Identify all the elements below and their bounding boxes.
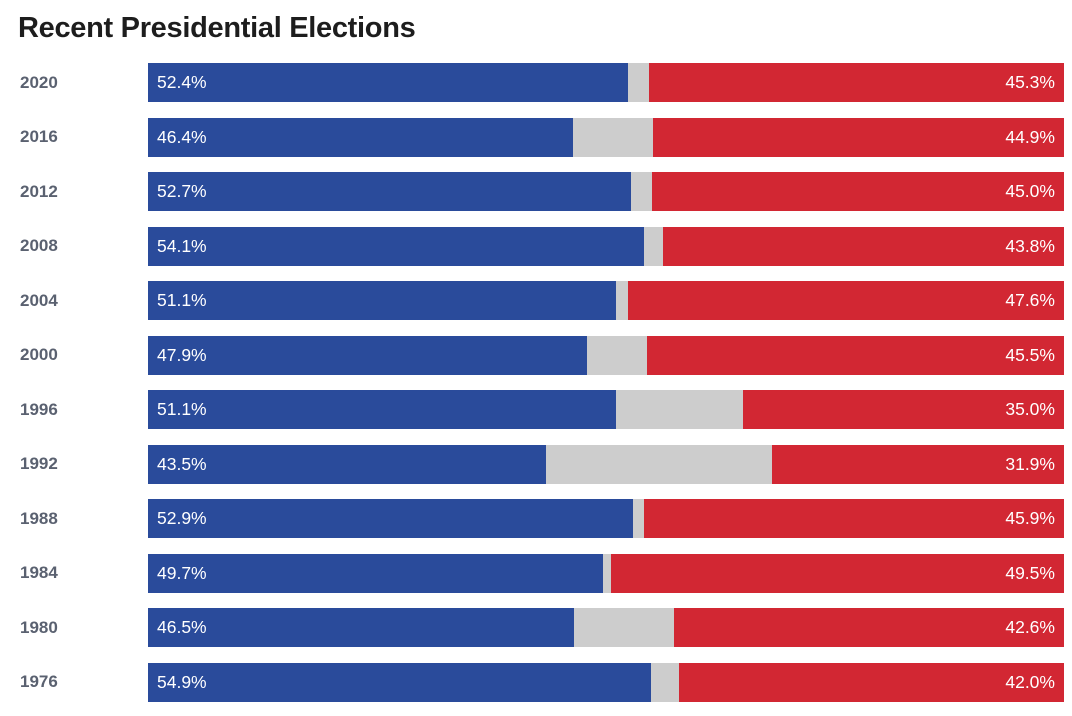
year-label: 2012: [20, 181, 58, 201]
republican-value-label: 45.5%: [1005, 344, 1055, 365]
democrat-segment: 52.7%: [148, 172, 631, 212]
year-label: 1976: [20, 672, 58, 692]
other-segment: [616, 390, 744, 430]
other-segment: [573, 608, 674, 648]
other-segment: [546, 444, 772, 484]
stacked-bar: 54.1% 43.8%: [148, 226, 1064, 266]
bar-rows: 2020 52.4% 45.3% 2016 46.4% 44.9% 2012 5…: [0, 63, 1072, 702]
democrat-segment: 51.1%: [148, 281, 617, 321]
year-label: 2020: [20, 72, 58, 92]
stacked-bar: 51.1% 47.6%: [148, 281, 1064, 321]
republican-value-label: 43.8%: [1005, 235, 1055, 256]
stacked-bar: 51.1% 35.0%: [148, 390, 1064, 430]
democrat-value-label: 51.1%: [157, 399, 207, 420]
republican-value-label: 42.6%: [1005, 617, 1055, 638]
election-row: 1988 52.9% 45.9%: [0, 499, 1072, 539]
year-label: 1980: [20, 617, 58, 637]
election-row: 2008 54.1% 43.8%: [0, 226, 1072, 266]
year-label: 1992: [20, 454, 58, 474]
year-label: 1988: [20, 508, 58, 528]
democrat-segment: 46.5%: [148, 608, 574, 648]
democrat-segment: 49.7%: [148, 553, 604, 593]
democrat-value-label: 47.9%: [157, 344, 207, 365]
republican-value-label: 45.0%: [1005, 181, 1055, 202]
democrat-segment: 52.9%: [148, 499, 633, 539]
republican-value-label: 35.0%: [1005, 399, 1055, 420]
stacked-bar: 54.9% 42.0%: [148, 662, 1064, 702]
republican-segment: 45.3%: [649, 63, 1064, 103]
stacked-bar: 46.5% 42.6%: [148, 608, 1064, 648]
democrat-value-label: 54.9%: [157, 671, 207, 692]
democrat-segment: 43.5%: [148, 444, 547, 484]
election-row: 1996 51.1% 35.0%: [0, 390, 1072, 430]
election-row: 2012 52.7% 45.0%: [0, 172, 1072, 212]
republican-value-label: 44.9%: [1005, 126, 1055, 147]
democrat-segment: 54.1%: [148, 226, 644, 266]
republican-segment: 42.0%: [679, 662, 1064, 702]
democrat-value-label: 52.4%: [157, 72, 207, 93]
year-label: 2008: [20, 236, 58, 256]
republican-segment: 47.6%: [627, 281, 1064, 321]
republican-value-label: 42.0%: [1005, 671, 1055, 692]
year-label: 2004: [20, 290, 58, 310]
other-segment: [603, 553, 611, 593]
republican-segment: 45.9%: [643, 499, 1064, 539]
stacked-bar: 43.5% 31.9%: [148, 444, 1064, 484]
republican-segment: 43.8%: [662, 226, 1064, 266]
stacked-bar: 52.7% 45.0%: [148, 172, 1064, 212]
republican-value-label: 47.6%: [1005, 290, 1055, 311]
republican-value-label: 49.5%: [1005, 562, 1055, 583]
election-row: 2016 46.4% 44.9%: [0, 117, 1072, 157]
republican-segment: 44.9%: [652, 117, 1064, 157]
democrat-segment: 46.4%: [148, 117, 574, 157]
election-row: 1980 46.5% 42.6%: [0, 608, 1072, 648]
republican-segment: 35.0%: [743, 390, 1064, 430]
republican-value-label: 45.3%: [1005, 72, 1055, 93]
election-row: 1984 49.7% 49.5%: [0, 553, 1072, 593]
democrat-value-label: 51.1%: [157, 290, 207, 311]
republican-segment: 45.5%: [647, 335, 1064, 375]
stacked-bar: 52.9% 45.9%: [148, 499, 1064, 539]
election-row: 2004 51.1% 47.6%: [0, 281, 1072, 321]
other-segment: [573, 117, 653, 157]
other-segment: [616, 281, 628, 321]
other-segment: [586, 335, 648, 375]
democrat-segment: 51.1%: [148, 390, 617, 430]
other-segment: [650, 662, 680, 702]
other-segment: [643, 226, 663, 266]
democrat-value-label: 52.7%: [157, 181, 207, 202]
republican-segment: 49.5%: [610, 553, 1064, 593]
election-row: 1976 54.9% 42.0%: [0, 662, 1072, 702]
republican-value-label: 45.9%: [1005, 508, 1055, 529]
republican-segment: 42.6%: [673, 608, 1064, 648]
chart-title: Recent Presidential Elections: [18, 12, 416, 44]
election-row: 1992 43.5% 31.9%: [0, 444, 1072, 484]
republican-segment: 31.9%: [771, 444, 1064, 484]
democrat-segment: 52.4%: [148, 63, 628, 103]
democrat-value-label: 52.9%: [157, 508, 207, 529]
democrat-value-label: 46.4%: [157, 126, 207, 147]
year-label: 2000: [20, 345, 58, 365]
other-segment: [627, 63, 650, 103]
year-label: 1984: [20, 563, 58, 583]
democrat-value-label: 54.1%: [157, 235, 207, 256]
democrat-value-label: 46.5%: [157, 617, 207, 638]
democrat-value-label: 49.7%: [157, 562, 207, 583]
year-label: 1996: [20, 399, 58, 419]
democrat-value-label: 43.5%: [157, 453, 207, 474]
stacked-bar: 46.4% 44.9%: [148, 117, 1064, 157]
republican-value-label: 31.9%: [1005, 453, 1055, 474]
election-row: 2000 47.9% 45.5%: [0, 335, 1072, 375]
stacked-bar: 49.7% 49.5%: [148, 553, 1064, 593]
democrat-segment: 54.9%: [148, 662, 651, 702]
other-segment: [632, 499, 644, 539]
stacked-bar: 52.4% 45.3%: [148, 63, 1064, 103]
year-label: 2016: [20, 127, 58, 147]
republican-segment: 45.0%: [651, 172, 1064, 212]
other-segment: [630, 172, 652, 212]
stacked-bar: 47.9% 45.5%: [148, 335, 1064, 375]
election-row: 2020 52.4% 45.3%: [0, 63, 1072, 103]
democrat-segment: 47.9%: [148, 335, 587, 375]
